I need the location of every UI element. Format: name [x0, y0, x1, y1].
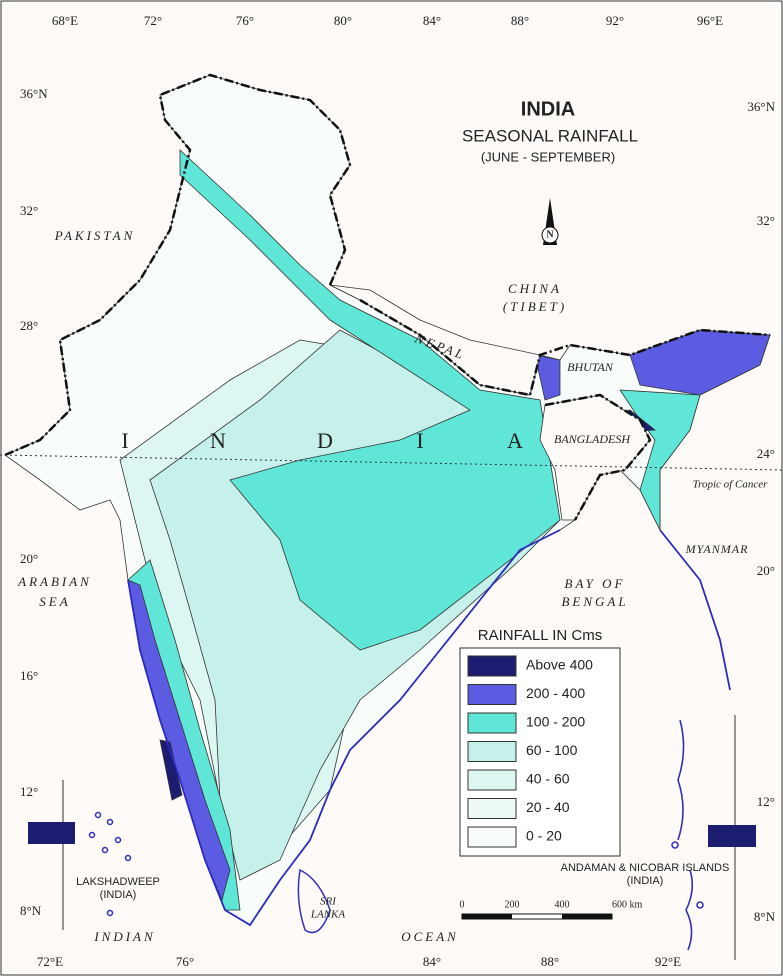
- zone-100-200: [179, 149, 561, 651]
- north-arrow: N: [541, 198, 559, 245]
- longitude-label: 88°: [511, 13, 529, 28]
- place: BENGAL: [561, 594, 628, 609]
- longitude-label: 72°E: [37, 954, 63, 969]
- india-letter: N: [210, 428, 226, 453]
- place: BHUTAN: [567, 360, 614, 374]
- india-letter: D: [317, 428, 333, 453]
- legend-swatch: [467, 741, 517, 762]
- graticule-labels: 68°E 72° 76° 80° 84° 88° 92° 96°E 72°E 76° 84° 88° 9…: [20, 13, 776, 969]
- longitude-label: 68°E: [52, 13, 78, 28]
- place: CHINA: [508, 281, 562, 296]
- latitude-label: 20°: [20, 551, 38, 566]
- longitude-label: 84°: [423, 954, 441, 969]
- latitude-label: 36°N: [747, 99, 775, 114]
- scale-label: 400: [555, 899, 570, 910]
- india-letter: I: [416, 428, 423, 453]
- subtitle: SEASONAL RAINFALL: [462, 126, 638, 145]
- longitude-label: 72°: [144, 13, 162, 28]
- lakshadweep-islands: [88, 811, 132, 917]
- longitude-label: 76°: [236, 13, 254, 28]
- latitude-label: 20°: [757, 563, 775, 578]
- longitude-label: 92°E: [655, 954, 681, 969]
- legend-swatch: [467, 684, 517, 705]
- scale-bar: 0 200 400 600 km: [460, 899, 643, 920]
- place-labels: PAKISTAN CHINA (TIBET) NEPAL BHUTAN BANG…: [17, 228, 768, 944]
- coastline: [127, 529, 731, 927]
- longitude-label: 80°: [334, 13, 352, 28]
- scale-label: 600 km: [612, 899, 643, 910]
- latitude-label: 32°: [20, 203, 38, 218]
- longitude-label: 76°: [176, 954, 194, 969]
- legend-label: Above 400: [526, 657, 593, 673]
- place: INDIAN: [93, 929, 155, 944]
- latitude-label: 8°N: [20, 903, 42, 918]
- title: INDIA: [521, 98, 575, 120]
- zone-200-400-ne: [629, 329, 771, 396]
- legend-label: 0 - 20: [526, 828, 562, 844]
- place: SRI: [320, 896, 337, 908]
- place: PAKISTAN: [54, 228, 136, 243]
- legend-swatch: [467, 655, 517, 677]
- zone-200-400-sikkim: [534, 354, 561, 401]
- legend-swatch: [467, 798, 517, 819]
- place: SEA: [39, 594, 70, 609]
- legend-label: 40 - 60: [526, 771, 570, 787]
- longitude-label: 96°E: [697, 13, 723, 28]
- boundary: [4, 73, 771, 521]
- place: OCEAN: [401, 929, 459, 944]
- place: BAY OF: [565, 576, 626, 591]
- latitude-label: 32°: [757, 213, 775, 228]
- place: (INDIA): [627, 875, 664, 887]
- inset-marker: [28, 822, 75, 844]
- latitude-label: 24°: [757, 446, 775, 461]
- longitude-label: 84°: [423, 13, 441, 28]
- place: LANKA: [310, 909, 346, 921]
- india-letter: I: [121, 428, 128, 453]
- india-letter: A: [507, 428, 523, 453]
- scale-label: 200: [505, 899, 520, 910]
- legend-label: 200 - 400: [526, 685, 585, 701]
- legend-label: 20 - 40: [526, 799, 570, 815]
- sri-lanka: [297, 868, 331, 934]
- inset-marker: [708, 825, 756, 847]
- place: (TIBET): [503, 299, 567, 314]
- scale-label: 0: [460, 899, 465, 910]
- period: (JUNE - SEPTEMBER): [481, 149, 615, 164]
- latitude-label: 12°: [757, 794, 775, 809]
- longitude-label: 92°: [606, 13, 624, 28]
- legend-label: 60 - 100: [526, 742, 578, 758]
- legend-swatch: [467, 712, 517, 734]
- latitude-label: 36°N: [20, 86, 48, 101]
- legend-swatch: [467, 826, 517, 848]
- north-label: N: [546, 229, 554, 240]
- place: (INDIA): [100, 889, 137, 901]
- latitude-label: 12°: [20, 784, 38, 799]
- place: ANDAMAN & NICOBAR ISLANDS: [561, 862, 730, 874]
- longitude-label: 88°: [541, 954, 559, 969]
- place: LAKSHADWEEP: [76, 876, 160, 888]
- latitude-label: 8°N: [754, 909, 776, 924]
- latitude-label: 28°: [20, 318, 38, 333]
- tropic-line: [0, 454, 783, 471]
- latitude-label: 16°: [20, 668, 38, 683]
- legend-label: 100 - 200: [526, 714, 585, 730]
- legend-title: RAINFALL IN Cms: [478, 627, 602, 644]
- place: BANGLADESH: [554, 432, 631, 446]
- place: ARABIAN: [17, 574, 92, 589]
- legend-swatch: [467, 769, 517, 791]
- place: MYANMAR: [685, 542, 749, 556]
- tropic-label: Tropic of Cancer: [693, 479, 768, 491]
- legend: RAINFALL IN Cms Above 400 200 - 400 100 - 2…: [459, 627, 621, 857]
- andaman-islands: [671, 719, 704, 951]
